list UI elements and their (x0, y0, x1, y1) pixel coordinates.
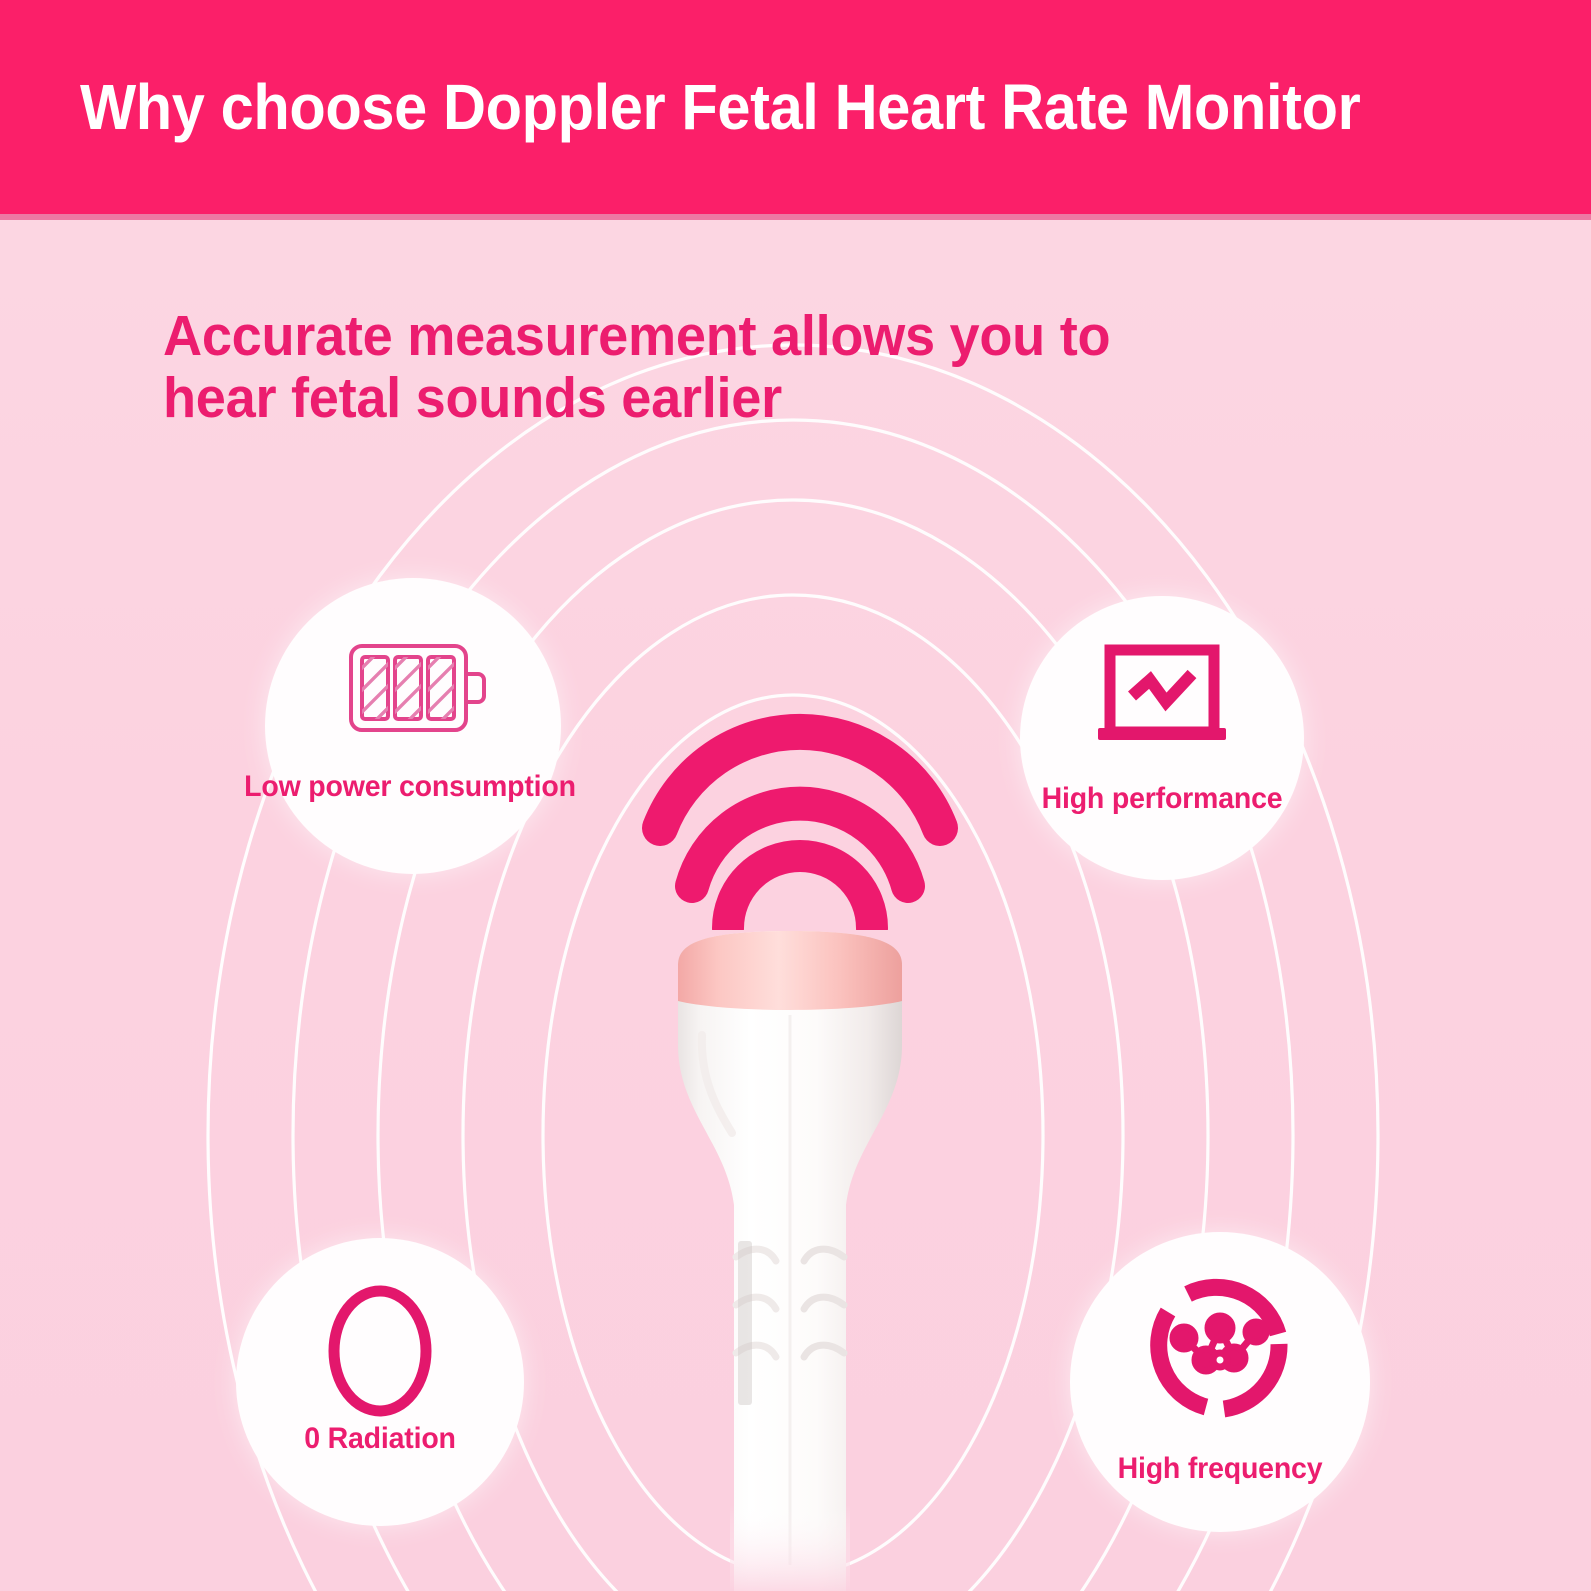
device-label-strip (738, 1241, 752, 1405)
feature-label-zero-radiation: 0 Radiation (304, 1422, 456, 1455)
wave-arc-outer (642, 713, 958, 846)
header-banner (0, 0, 1591, 214)
device-cap-band (678, 931, 902, 1010)
wave-arc-inner (712, 840, 888, 930)
feature-label-high-frequency: High frequency (1117, 1452, 1323, 1485)
feature-bubble-high-performance[interactable] (1020, 596, 1304, 880)
network-node-5 (1242, 1318, 1270, 1346)
monitor-chart-icon (1098, 644, 1226, 740)
network-circle-icon (1150, 1278, 1288, 1418)
chart-zigzag-line (1128, 669, 1197, 712)
device-bottom-fade (730, 1505, 850, 1591)
sound-wave-arcs (642, 713, 958, 930)
monitor-chart-icon-wrap (1020, 642, 1304, 754)
doppler-probe-device (678, 931, 902, 1591)
subtitle-line-2: hear fetal sounds earlier (163, 366, 782, 430)
feature-label-high-performance: High performance (1041, 782, 1283, 815)
battery-shell (349, 644, 468, 732)
subtitle-line-1: Accurate measurement allows you to (163, 304, 1111, 368)
battery-icon-wrap (265, 634, 561, 744)
device-shoulder-highlight (697, 1031, 736, 1137)
zero-oval-icon (328, 1285, 432, 1417)
feature-bubble-zero-radiation[interactable] (236, 1238, 524, 1526)
page-title: Why choose Doppler Fetal Heart Rate Moni… (80, 71, 1361, 143)
feature-bubble-high-frequency[interactable] (1070, 1232, 1370, 1532)
network-circle-icon-wrap (1070, 1274, 1370, 1426)
arc-bottom-right (1222, 1343, 1288, 1418)
arc-top-right (1184, 1278, 1287, 1337)
zero-oval-shape (328, 1285, 432, 1417)
banner-bottom-edge (0, 214, 1591, 220)
network-node-center (1209, 1349, 1231, 1371)
device-grip-ridges (732, 1245, 848, 1361)
monitor-base (1098, 728, 1226, 740)
battery-terminal (466, 672, 486, 704)
battery-icon (349, 644, 486, 732)
feature-label-low-power: Low power consumption (244, 770, 576, 803)
wave-arc-middle (675, 786, 925, 903)
arc-left (1150, 1307, 1209, 1416)
zero-oval-icon-wrap (236, 1278, 524, 1424)
network-node-3 (1204, 1312, 1236, 1344)
feature-bubble-low-power[interactable] (265, 578, 561, 874)
network-node-1 (1169, 1323, 1199, 1353)
subtitle-block: Accurate measurement allows you to hear … (163, 305, 1284, 429)
